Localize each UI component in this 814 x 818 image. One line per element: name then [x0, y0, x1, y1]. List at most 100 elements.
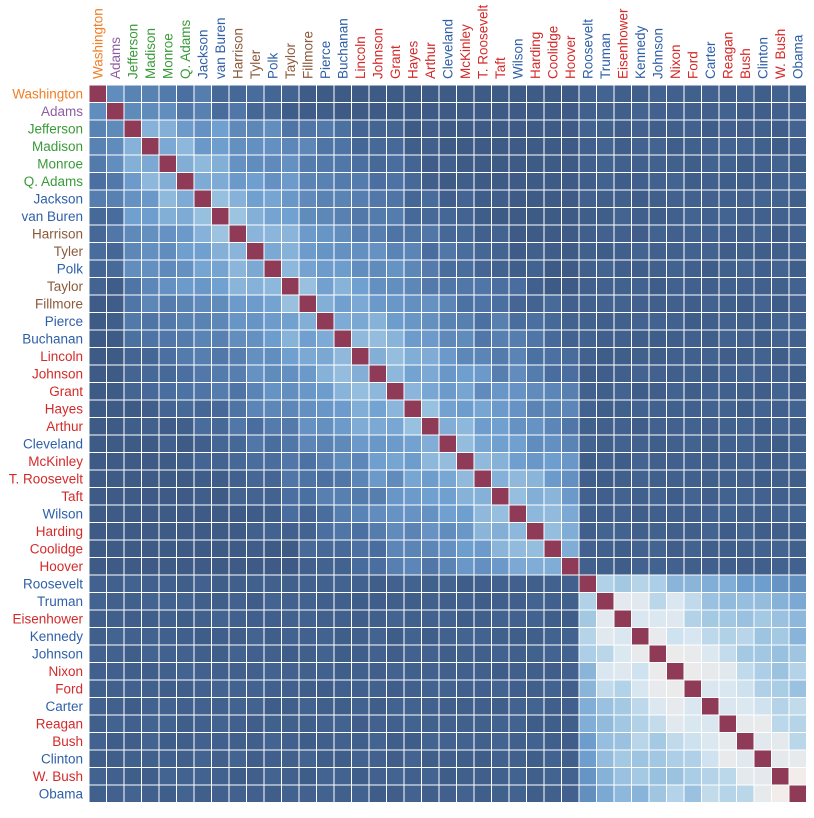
- heatmap-cell: [632, 750, 649, 767]
- heatmap-cell: [737, 733, 754, 750]
- heatmap-cell: [159, 365, 176, 382]
- heatmap-cell: [492, 733, 509, 750]
- heatmap-cell: [299, 610, 316, 627]
- heatmap-cell: [229, 680, 246, 697]
- heatmap-cell: [667, 418, 684, 435]
- heatmap-cell: [702, 85, 719, 102]
- heatmap-cell: [317, 418, 334, 435]
- row-label: Coolidge: [30, 541, 83, 556]
- heatmap-cell: [719, 628, 736, 645]
- heatmap-cell: [334, 610, 351, 627]
- heatmap-cell: [597, 365, 614, 382]
- heatmap-cell: [352, 768, 369, 785]
- heatmap-cell: [614, 278, 631, 295]
- heatmap-cell: [229, 645, 246, 662]
- heatmap-cell: [789, 155, 806, 172]
- heatmap-cell: [369, 785, 386, 802]
- heatmap-cell: [492, 575, 509, 592]
- column-label: Wilson: [510, 38, 525, 79]
- heatmap-cell: [247, 243, 264, 260]
- heatmap-cell: [457, 313, 474, 330]
- heatmap-cell: [457, 470, 474, 487]
- heatmap-cell: [544, 103, 561, 120]
- heatmap-cell: [772, 138, 789, 155]
- heatmap-cell: [509, 365, 526, 382]
- heatmap-cell: [632, 768, 649, 785]
- heatmap-cell: [457, 295, 474, 312]
- heatmap-cell: [107, 645, 124, 662]
- heatmap-cell: [754, 348, 771, 365]
- heatmap-cell: [317, 680, 334, 697]
- heatmap-cell: [352, 593, 369, 610]
- heatmap-cell: [684, 698, 701, 715]
- heatmap-cell: [194, 295, 211, 312]
- heatmap-cell: [527, 663, 544, 680]
- heatmap-cell: [369, 645, 386, 662]
- heatmap-cell: [124, 173, 141, 190]
- heatmap-cell: [229, 453, 246, 470]
- heatmap-cell: [754, 383, 771, 400]
- heatmap-cell: [107, 173, 124, 190]
- heatmap-cell: [369, 523, 386, 540]
- heatmap-cell: [334, 243, 351, 260]
- heatmap-cell: [754, 435, 771, 452]
- heatmap-cell: [194, 173, 211, 190]
- heatmap-cell: [142, 785, 159, 802]
- heatmap-cell: [632, 523, 649, 540]
- heatmap-cell: [667, 768, 684, 785]
- heatmap-cell: [667, 663, 684, 680]
- heatmap-cell: [212, 400, 229, 417]
- heatmap-cell: [177, 120, 194, 137]
- heatmap-cell: [457, 488, 474, 505]
- heatmap-cell: [702, 418, 719, 435]
- heatmap-cell: [649, 540, 666, 557]
- column-label: Roosevelt: [580, 19, 595, 79]
- heatmap-cell: [562, 313, 579, 330]
- heatmap-cell: [194, 698, 211, 715]
- heatmap-cell: [527, 138, 544, 155]
- heatmap-cell: [509, 260, 526, 277]
- heatmap-cell: [422, 120, 439, 137]
- heatmap-cell: [772, 103, 789, 120]
- heatmap-cell: [194, 365, 211, 382]
- heatmap-cell: [334, 435, 351, 452]
- heatmap-cell: [632, 260, 649, 277]
- heatmap-cell: [632, 330, 649, 347]
- heatmap-cell: [159, 733, 176, 750]
- heatmap-cell: [719, 120, 736, 137]
- heatmap-cell: [754, 85, 771, 102]
- heatmap-cell: [282, 418, 299, 435]
- heatmap-cell: [299, 680, 316, 697]
- heatmap-cell: [457, 768, 474, 785]
- column-label: Ford: [685, 51, 700, 79]
- column-label: Madison: [143, 28, 158, 79]
- heatmap-cell: [89, 295, 106, 312]
- heatmap-cell: [177, 435, 194, 452]
- heatmap-cell: [142, 243, 159, 260]
- heatmap-cell: [579, 663, 596, 680]
- heatmap-cell: [597, 103, 614, 120]
- heatmap-cell: [439, 488, 456, 505]
- heatmap-cell: [299, 225, 316, 242]
- row-label: Lincoln: [40, 349, 83, 364]
- heatmap-cell: [597, 155, 614, 172]
- heatmap-cell: [702, 488, 719, 505]
- heatmap-cell: [579, 470, 596, 487]
- heatmap-cell: [579, 558, 596, 575]
- heatmap-cell: [632, 645, 649, 662]
- heatmap-cell: [632, 155, 649, 172]
- heatmap-cell: [492, 785, 509, 802]
- heatmap-cell: [124, 400, 141, 417]
- heatmap-cell: [334, 750, 351, 767]
- heatmap-cell: [544, 715, 561, 732]
- heatmap-cell: [369, 190, 386, 207]
- column-label: Carter: [703, 41, 718, 79]
- heatmap-cell: [352, 278, 369, 295]
- heatmap-cell: [667, 260, 684, 277]
- heatmap-cell: [334, 278, 351, 295]
- heatmap-cell: [264, 138, 281, 155]
- heatmap-cell: [317, 698, 334, 715]
- column-label: Polk: [265, 52, 280, 79]
- heatmap-cell: [649, 523, 666, 540]
